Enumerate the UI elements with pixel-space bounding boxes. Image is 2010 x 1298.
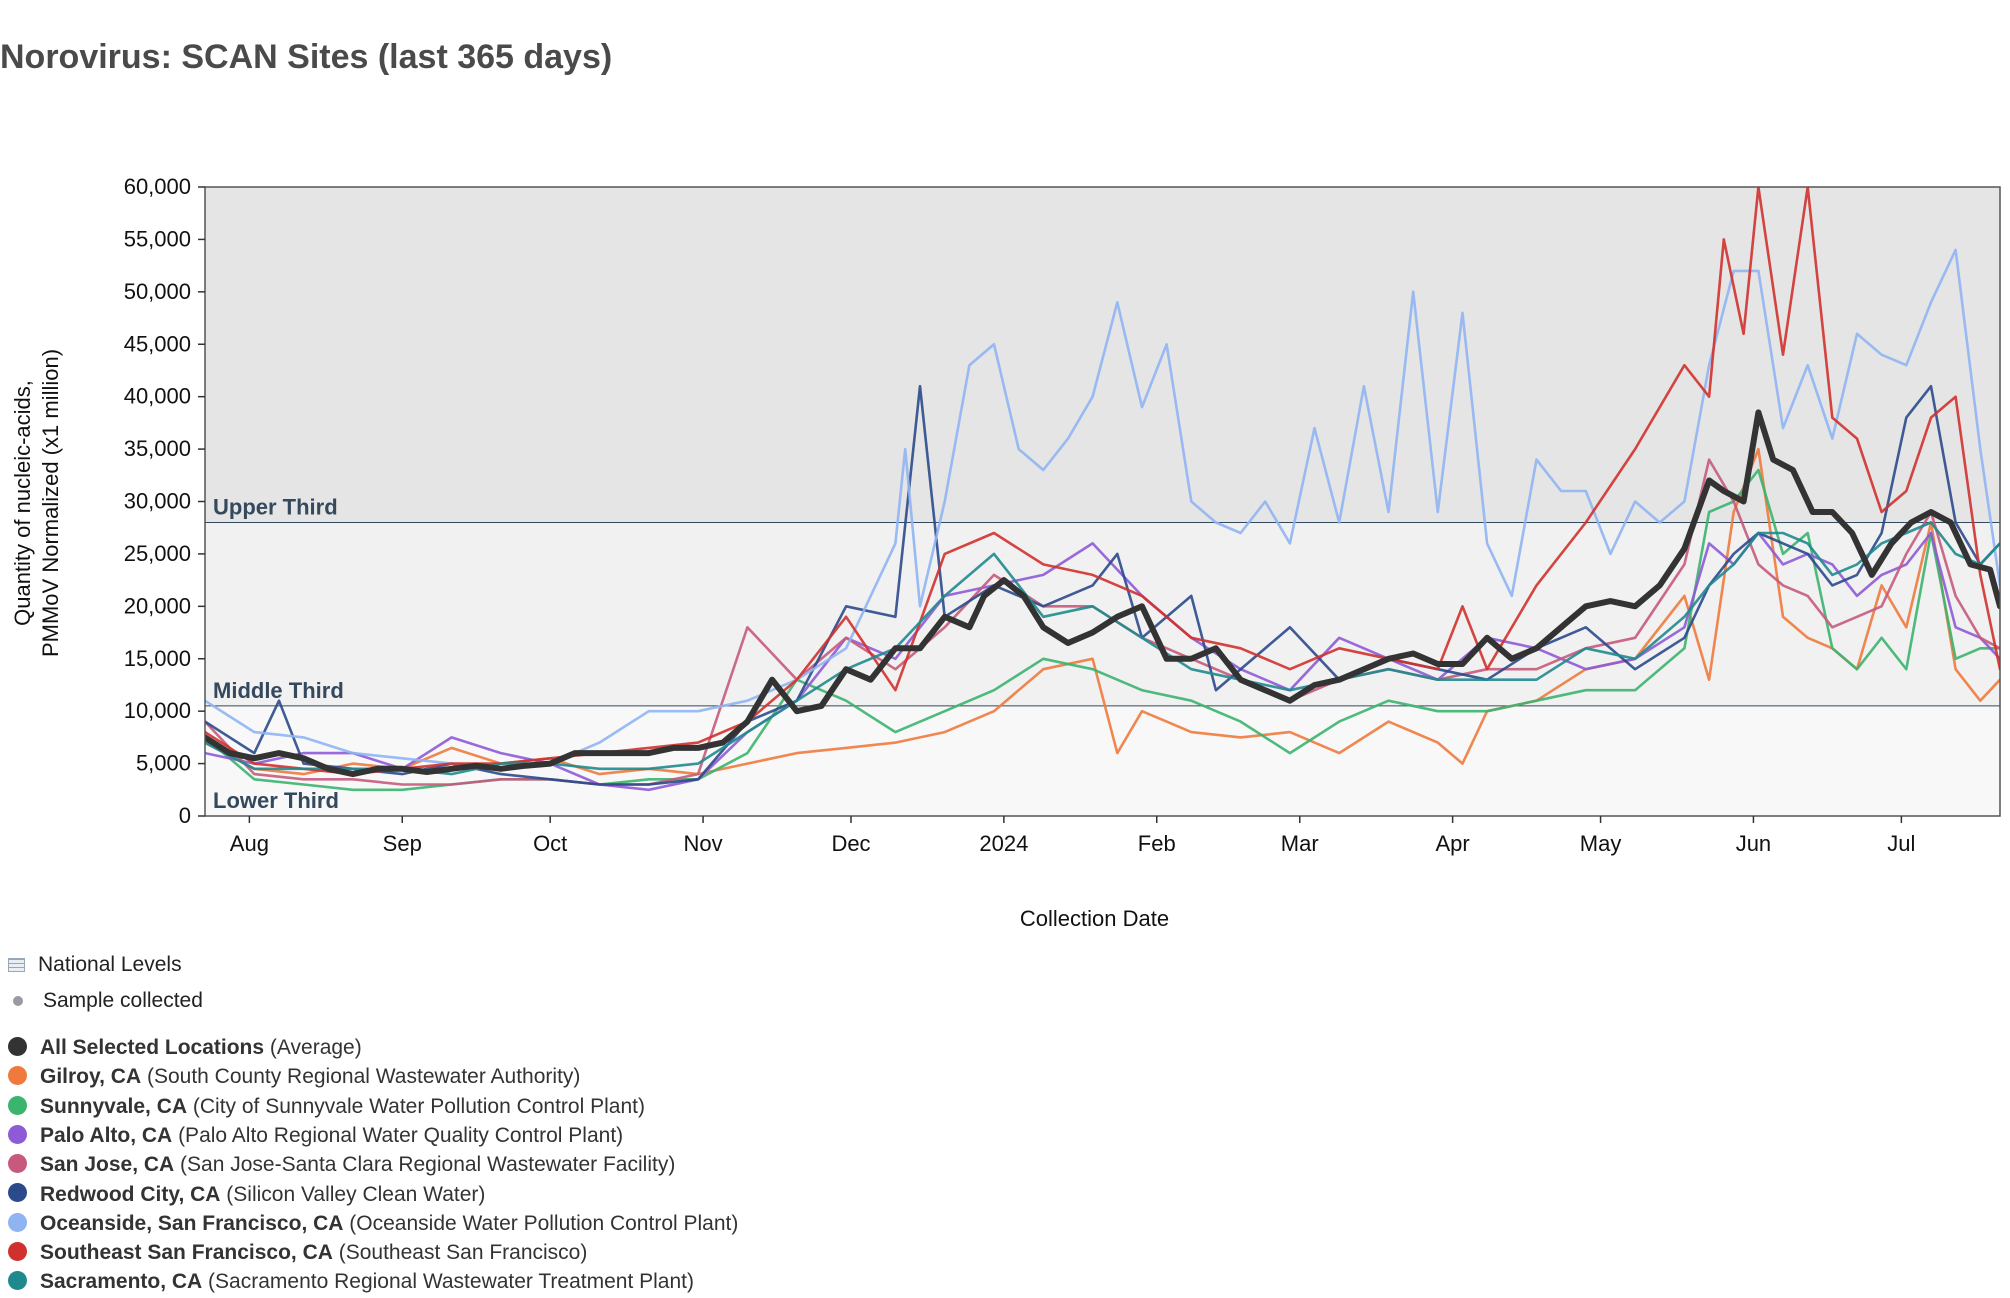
legend-item[interactable]: Oceanside, San Francisco, CA (Oceanside … (8, 1211, 738, 1237)
y-tick-label: 60,000 (124, 174, 191, 199)
legend-location-name: Sunnyvale, CA (40, 1094, 188, 1118)
legend-color-dot-icon (8, 1271, 27, 1291)
y-axis-label-line2: PMMoV Normalized (x1 million) (38, 349, 63, 657)
legend-location-desc: (South County Regional Wastewater Author… (141, 1065, 581, 1089)
y-tick-label: 40,000 (124, 384, 191, 409)
x-tick-label: Dec (831, 831, 870, 856)
legend-color-dot-icon (8, 1183, 27, 1203)
legend-item[interactable]: Redwood City, CA (Silicon Valley Clean W… (8, 1182, 485, 1208)
national-levels-icon (8, 958, 25, 973)
x-tick-label: Jun (1736, 831, 1771, 856)
series-line-palo-alto-ca (205, 531, 2000, 792)
legend-item[interactable]: Gilroy, CA (South County Regional Wastew… (8, 1064, 580, 1090)
legend-location-desc: (City of Sunnyvale Water Pollution Contr… (187, 1094, 645, 1118)
y-axis-label: Quantity of nucleic-acids, PMMoV Normaliz… (10, 349, 63, 657)
legend-location-desc: (Silicon Valley Clean Water) (220, 1182, 486, 1206)
middle-third-label: Middle Third (213, 678, 344, 703)
legend-item[interactable]: Sacramento, CA (Sacramento Regional Wast… (8, 1269, 694, 1295)
y-tick-label: 10,000 (124, 698, 191, 723)
legend-color-dot-icon (8, 1242, 27, 1262)
lower-third-label: Lower Third (213, 788, 339, 813)
legend-item[interactable]: Sunnyvale, CA (City of Sunnyvale Water P… (8, 1094, 645, 1120)
legend-location-desc: (Sacramento Regional Wastewater Treatmen… (202, 1270, 694, 1294)
legend-color-dot-icon (8, 1036, 27, 1056)
y-tick-label: 50,000 (124, 279, 191, 304)
legend-location-desc: (Average) (264, 1036, 362, 1059)
legend-color-dot-icon (8, 1154, 27, 1174)
legend-color-dot-icon (8, 1124, 27, 1144)
legend-location-name: Oceanside, San Francisco, CA (40, 1211, 344, 1235)
lower-third-band (205, 705, 2000, 816)
legend-color-dot-icon (8, 1066, 27, 1086)
legend-item[interactable]: Palo Alto, CA (Palo Alto Regional Water … (8, 1123, 623, 1149)
chart: Upper Third Middle Third Lower Third 0 5,000… (10, 174, 2001, 931)
legend-location-name: Redwood City, CA (40, 1182, 221, 1206)
legend-location-name: Gilroy, CA (40, 1065, 142, 1089)
series-line-gilroy-ca (205, 447, 2000, 776)
legend-location-desc: (San Jose-Santa Clara Regional Wastewate… (174, 1153, 676, 1177)
y-tick-label: 30,000 (124, 489, 191, 514)
x-tick-label: Apr (1435, 831, 1469, 856)
legend-item[interactable]: All Selected Locations (Average) (8, 1035, 362, 1061)
legend-location-desc: (Oceanside Water Pollution Control Plant… (343, 1211, 739, 1235)
x-axis-label: Collection Date (1020, 906, 1169, 931)
legend-sample-collected[interactable]: Sample collected (8, 988, 203, 1014)
legend-national-levels[interactable]: National Levels (8, 952, 182, 978)
series-line-sacramento-ca (205, 521, 2000, 776)
national-levels-label: National Levels (38, 953, 182, 976)
y-tick-label: 20,000 (124, 593, 191, 618)
x-tick-label: Feb (1138, 831, 1176, 856)
x-tick-label: Oct (533, 831, 567, 856)
y-tick-label: 15,000 (124, 646, 191, 671)
series-line-oceanside-san-francisco-ca (205, 248, 2000, 771)
legend-location-desc: (Palo Alto Regional Water Quality Contro… (172, 1123, 624, 1147)
chart-title: Norovirus: SCAN Sites (last 365 days) (0, 38, 613, 76)
x-tick-label: 2024 (979, 831, 1028, 856)
x-tick-label: Sep (383, 831, 422, 856)
x-tick-label: Jul (1887, 831, 1915, 856)
x-tick-label: Mar (1281, 831, 1319, 856)
x-tick-label: Aug (230, 831, 269, 856)
series-line-redwood-city-ca (205, 384, 2000, 786)
legend-location-name: Sacramento, CA (40, 1270, 203, 1294)
middle-third-band (205, 522, 2000, 706)
legend-location-name: San Jose, CA (40, 1153, 175, 1177)
legend-location-name: Southeast San Francisco, CA (40, 1241, 333, 1265)
legend-location-desc: (Southeast San Francisco) (332, 1241, 588, 1265)
legend-location-name: All Selected Locations (40, 1036, 265, 1059)
legend-location-name: Palo Alto, CA (40, 1123, 173, 1147)
legend-item[interactable]: Southeast San Francisco, CA (Southeast S… (8, 1240, 587, 1266)
x-tick-label: Nov (684, 831, 723, 856)
legend-color-dot-icon (8, 1212, 27, 1232)
y-tick-label: 55,000 (124, 226, 191, 251)
y-tick-label: 25,000 (124, 541, 191, 566)
y-tick-label: 45,000 (124, 331, 191, 356)
upper-third-label: Upper Third (213, 494, 338, 519)
y-tick-label: 5,000 (136, 751, 191, 776)
y-axis-label-line1: Quantity of nucleic-acids, (10, 380, 35, 626)
sample-dot-icon (13, 996, 23, 1007)
x-tick-label: May (1580, 831, 1622, 856)
legend-item[interactable]: San Jose, CA (San Jose-Santa Clara Regio… (8, 1152, 675, 1178)
y-tick-label: 0 (179, 803, 191, 828)
sample-collected-label: Sample collected (43, 989, 203, 1012)
y-tick-label: 35,000 (124, 436, 191, 461)
series-line-all-selected-locations (205, 409, 2000, 778)
legend-color-dot-icon (8, 1095, 27, 1115)
